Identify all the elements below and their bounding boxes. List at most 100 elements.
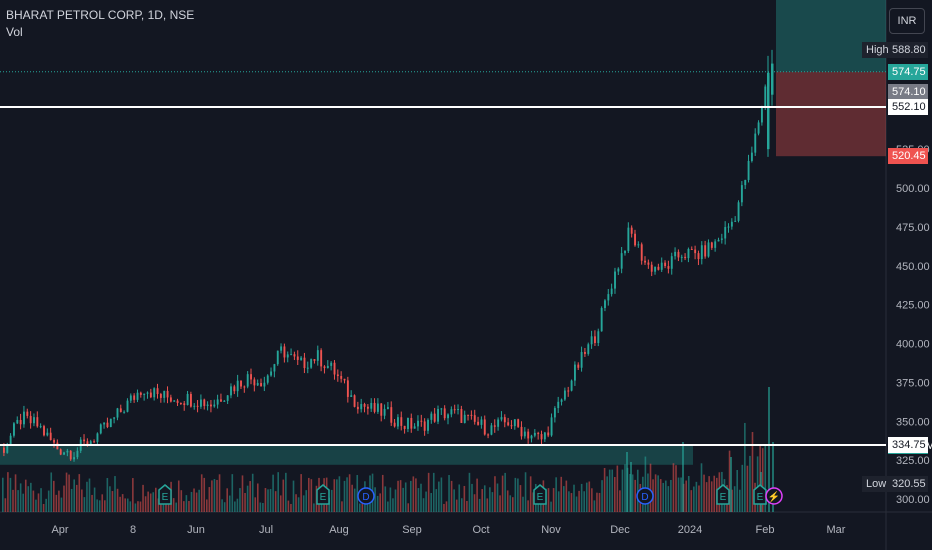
symbol-title[interactable]: BHARAT PETROL CORP, 1D, NSE <box>6 8 195 22</box>
svg-text:⚡: ⚡ <box>768 490 780 503</box>
volume-bar <box>336 479 338 512</box>
volume-bar <box>292 480 295 512</box>
candle-body <box>13 423 15 436</box>
x-tick-label: Feb <box>756 524 775 536</box>
volume-bar <box>22 493 24 512</box>
candle-body <box>614 271 616 289</box>
price-axis-tag: 552.10 <box>888 98 928 115</box>
candle-body <box>200 399 202 407</box>
volume-bar <box>667 486 670 512</box>
volume-bar <box>608 469 611 512</box>
volume-bar <box>606 476 608 512</box>
volume-bar <box>264 488 267 512</box>
volume-bar <box>491 492 494 512</box>
earnings-marker-icon[interactable]: E <box>753 484 767 505</box>
volume-bar <box>262 502 264 512</box>
volume-bar <box>596 492 598 512</box>
volume-bar <box>251 473 254 512</box>
split-marker-icon[interactable]: ⚡ <box>765 487 783 505</box>
volume-bar <box>14 474 17 512</box>
volume-bar <box>703 474 705 512</box>
volume-bar <box>631 474 634 512</box>
x-tick-label: Aug <box>329 524 349 536</box>
candle-body <box>43 426 45 436</box>
support-zone <box>0 444 693 465</box>
volume-bar <box>356 475 359 512</box>
volume-bar <box>68 474 70 512</box>
volume-bar <box>693 486 695 512</box>
candle-body <box>563 390 566 400</box>
volume-bar <box>45 498 47 512</box>
candle-body <box>557 401 560 409</box>
volume-bar <box>351 484 353 512</box>
target-zone <box>776 0 886 72</box>
volume-bar <box>550 501 552 512</box>
candle-body <box>303 357 306 369</box>
candle-body <box>149 392 152 398</box>
candle-body <box>413 426 416 429</box>
svg-text:E: E <box>162 492 169 503</box>
volume-bar <box>453 489 455 512</box>
candle-body <box>390 407 393 423</box>
volume-bar <box>228 495 231 512</box>
earnings-marker-icon[interactable]: E <box>316 484 330 505</box>
earnings-marker-icon[interactable]: E <box>533 484 547 505</box>
volume-bar <box>267 489 269 512</box>
candle-body <box>86 441 89 446</box>
volume-bar <box>244 493 246 512</box>
y-tick-label: 325.00 <box>896 455 930 467</box>
candle-body <box>483 419 486 435</box>
candle-body <box>634 233 636 246</box>
volume-bar <box>392 498 394 512</box>
candle-body <box>627 227 630 251</box>
candle-body <box>420 420 423 422</box>
candle-body <box>83 439 86 442</box>
volume-bar <box>402 487 404 512</box>
candle-body <box>69 450 72 460</box>
x-tick-label: Jun <box>187 524 205 536</box>
candle-body <box>590 336 593 345</box>
volume-bar <box>361 501 364 512</box>
earnings-marker-icon[interactable]: E <box>158 484 172 505</box>
volume-bar <box>601 480 603 512</box>
volume-bar <box>2 477 4 512</box>
volume-bar <box>713 475 716 512</box>
candle-body <box>210 404 212 407</box>
candle-body <box>533 432 536 436</box>
candle-body <box>584 351 586 354</box>
candle-body <box>19 419 22 425</box>
volume-bar <box>412 476 415 512</box>
volume-bar <box>287 500 290 512</box>
candle-body <box>36 417 39 427</box>
dividend-marker-icon[interactable]: D <box>357 487 375 505</box>
candle-body <box>400 417 403 426</box>
candle-body <box>487 434 490 436</box>
candle-body <box>146 392 149 394</box>
volume-bar <box>659 479 662 512</box>
currency-button[interactable]: INR <box>889 8 925 34</box>
volume-bar <box>730 457 732 512</box>
candle-body <box>103 422 106 425</box>
candle-body <box>253 379 256 386</box>
volume-bar <box>397 480 399 512</box>
volume-bar <box>379 493 381 512</box>
earnings-marker-icon[interactable]: E <box>716 484 730 505</box>
candle-body <box>667 266 670 269</box>
volume-bar <box>177 480 180 512</box>
candle-body <box>360 404 363 410</box>
candle-body <box>246 374 249 387</box>
volume-bar <box>330 489 333 512</box>
candle-body <box>771 63 774 95</box>
volume-bar <box>203 477 206 512</box>
candle-body <box>326 365 329 369</box>
volume-indicator-label[interactable]: Vol <box>6 25 23 39</box>
candle-body <box>423 421 426 431</box>
candle-body <box>99 424 102 434</box>
volume-bar <box>75 484 78 512</box>
volume-bar <box>19 483 22 512</box>
candle-body <box>280 346 283 351</box>
dividend-marker-icon[interactable]: D <box>636 487 654 505</box>
volume-bar <box>483 485 486 512</box>
candle-body <box>313 359 316 361</box>
